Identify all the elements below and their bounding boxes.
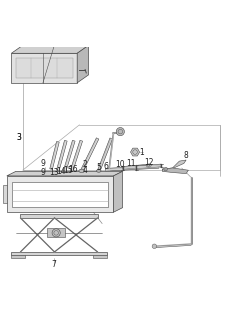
Polygon shape [12, 181, 108, 206]
Polygon shape [77, 45, 89, 83]
Circle shape [152, 244, 157, 249]
Circle shape [52, 229, 60, 237]
Text: 14: 14 [56, 167, 66, 176]
Polygon shape [81, 138, 99, 172]
Text: 9: 9 [41, 159, 46, 168]
Ellipse shape [96, 170, 101, 172]
Polygon shape [93, 255, 107, 258]
Polygon shape [11, 255, 25, 258]
Text: 3: 3 [17, 133, 22, 142]
Polygon shape [70, 140, 83, 171]
Text: 2: 2 [83, 160, 87, 169]
Polygon shape [57, 140, 67, 171]
Polygon shape [7, 171, 123, 176]
Polygon shape [97, 138, 113, 172]
Text: 10: 10 [116, 160, 125, 169]
Text: 16: 16 [68, 165, 77, 174]
Polygon shape [11, 252, 107, 255]
Text: 8: 8 [184, 150, 188, 159]
Text: 9: 9 [41, 168, 46, 177]
Ellipse shape [79, 169, 84, 172]
Polygon shape [47, 228, 65, 237]
Polygon shape [122, 164, 148, 169]
Text: 12: 12 [144, 158, 153, 167]
Polygon shape [11, 45, 89, 53]
Polygon shape [7, 176, 114, 212]
Text: 13: 13 [50, 168, 59, 177]
Polygon shape [20, 214, 98, 218]
Text: 1: 1 [140, 148, 144, 156]
Polygon shape [50, 141, 59, 169]
Polygon shape [136, 164, 161, 169]
Circle shape [116, 128, 124, 136]
Polygon shape [16, 58, 73, 78]
Text: 4: 4 [83, 166, 88, 175]
Polygon shape [3, 185, 7, 203]
Text: 5: 5 [96, 164, 101, 172]
Polygon shape [162, 160, 186, 170]
Circle shape [164, 167, 168, 171]
Polygon shape [162, 168, 188, 174]
Polygon shape [106, 165, 159, 171]
Polygon shape [11, 53, 77, 83]
Text: 15: 15 [63, 166, 72, 175]
Polygon shape [114, 171, 123, 212]
Ellipse shape [148, 165, 150, 166]
Polygon shape [63, 140, 75, 171]
Ellipse shape [146, 164, 151, 167]
Text: 7: 7 [52, 260, 57, 269]
Text: 11: 11 [126, 159, 135, 168]
Text: 3: 3 [17, 133, 22, 142]
Text: 6: 6 [103, 162, 108, 171]
